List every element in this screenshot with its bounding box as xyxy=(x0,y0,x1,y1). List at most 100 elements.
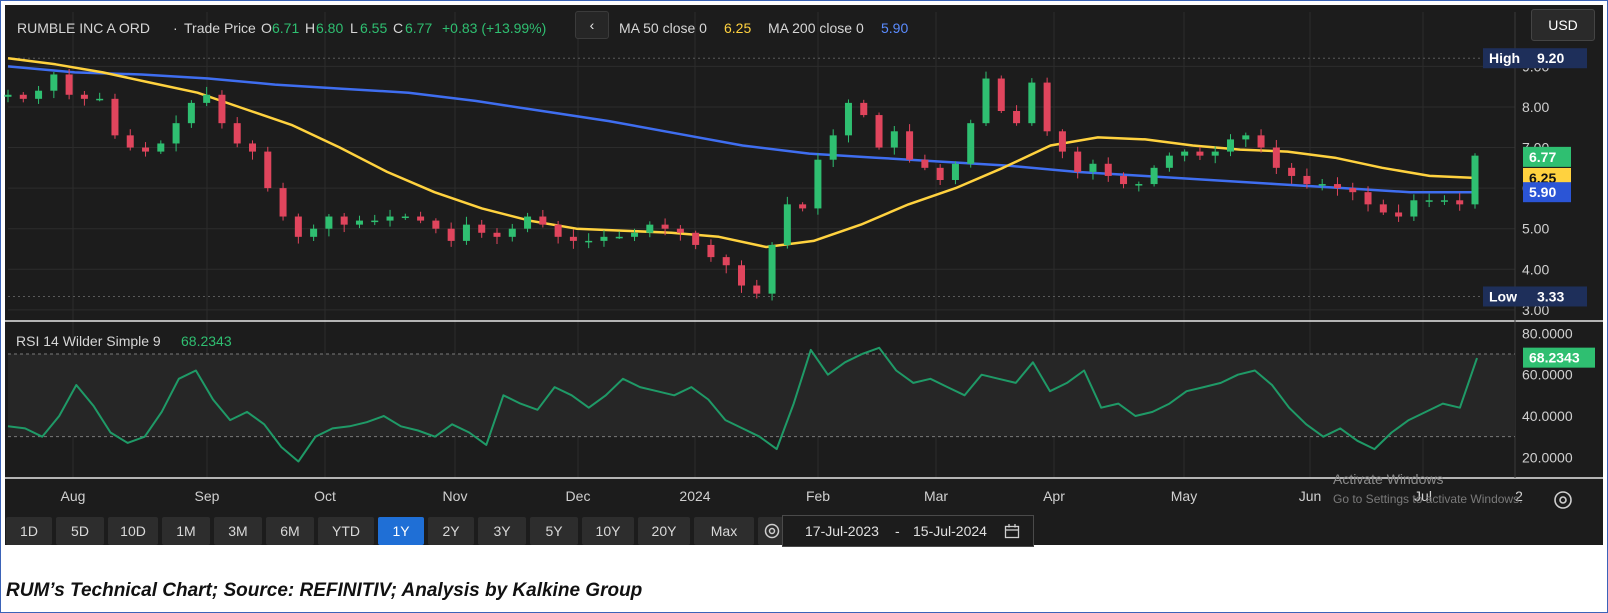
x-tick: Aug xyxy=(61,488,86,504)
candle-body xyxy=(585,240,593,243)
candle-body xyxy=(1074,151,1082,172)
x-tick: Jul xyxy=(1414,488,1432,504)
candle-body xyxy=(157,143,165,152)
candle-body xyxy=(478,224,486,233)
candle-body xyxy=(1333,184,1341,189)
candle-body xyxy=(172,123,180,144)
candle-body xyxy=(401,216,409,219)
gear-icon[interactable] xyxy=(1550,487,1576,513)
range-dash: - xyxy=(895,523,900,539)
calendar-icon xyxy=(1004,524,1020,539)
date-range-picker[interactable]: 17-Jul-2023 - 15-Jul-2024 xyxy=(782,515,1034,547)
candle-body xyxy=(203,94,211,103)
x-tick: Feb xyxy=(806,488,830,504)
candle-body xyxy=(325,216,333,229)
chevron-left-icon: ‹ xyxy=(589,17,595,33)
candle-body xyxy=(539,216,547,225)
timeframe-button[interactable]: 6M xyxy=(266,517,314,545)
candle-body xyxy=(447,228,455,241)
high-label-badge: High xyxy=(1489,50,1520,66)
x-tick: Oct xyxy=(314,488,336,504)
close-label: C xyxy=(393,20,404,36)
close-value: 6.77 xyxy=(405,20,433,36)
candle-body xyxy=(768,244,776,294)
collapse-legend-button[interactable]: ‹ xyxy=(575,11,609,39)
timeframe-button[interactable]: 5Y xyxy=(530,517,578,545)
candle-body xyxy=(982,78,990,124)
range-end: 15-Jul-2024 xyxy=(913,523,987,539)
candle-body xyxy=(753,285,761,294)
timeframe-button[interactable]: 1D xyxy=(6,517,52,545)
y-tick: 4.00 xyxy=(1522,261,1549,277)
candle-body xyxy=(1288,167,1296,176)
x-tick: Mar xyxy=(924,488,948,504)
timeframe-button[interactable]: 1Y xyxy=(378,517,424,545)
x-tick: Apr xyxy=(1043,488,1065,504)
candle-body xyxy=(661,224,669,229)
y-tick: 8.00 xyxy=(1522,99,1549,115)
timeframe-button[interactable]: Max xyxy=(694,517,754,545)
candle-body xyxy=(1257,135,1265,148)
x-tick: Sep xyxy=(195,488,220,504)
rsi-value: 68.2343 xyxy=(181,333,232,349)
y-tick: 5.00 xyxy=(1522,221,1549,237)
high-value-badge-bg xyxy=(1531,48,1587,69)
candle-body xyxy=(1456,200,1464,205)
timeframe-button[interactable]: 10D xyxy=(108,517,158,545)
timeframe-button[interactable]: 5D xyxy=(56,517,104,545)
candle-body xyxy=(1440,200,1448,202)
candle-body xyxy=(615,236,623,239)
rsi-band xyxy=(8,354,1515,437)
currency-selector[interactable]: USD xyxy=(1531,9,1595,41)
candle-body xyxy=(524,216,532,229)
timeframe-button[interactable]: YTD xyxy=(318,517,374,545)
watermark-subtitle: Go to Settings to activate Windows. xyxy=(1333,492,1523,506)
high-value: 6.80 xyxy=(316,20,344,36)
candle-body xyxy=(1303,175,1311,185)
figure-caption: RUM’s Technical Chart; Source: REFINITIV… xyxy=(6,580,643,601)
timeframe-button[interactable]: 2Y xyxy=(428,517,474,545)
candle-body xyxy=(1272,147,1280,168)
low-label-badge-bg xyxy=(1483,286,1531,307)
candle-body xyxy=(80,94,88,99)
candle-body xyxy=(126,135,134,148)
candle-body xyxy=(35,90,43,99)
candle-body xyxy=(738,265,745,286)
ma200-value: 5.90 xyxy=(881,20,909,36)
x-tick: 2 xyxy=(1515,488,1523,504)
candle-body xyxy=(1227,139,1234,152)
timeframe-button[interactable]: 20Y xyxy=(638,517,690,545)
low-value-badge-bg xyxy=(1531,286,1587,307)
rsi-badge-bg xyxy=(1523,347,1595,368)
timeframe-button[interactable]: 1M xyxy=(162,517,210,545)
candle-body xyxy=(417,216,425,221)
candle-body xyxy=(860,102,868,116)
candle-body xyxy=(340,216,348,225)
low-value: 6.55 xyxy=(360,20,388,36)
rsi-line xyxy=(7,346,1478,463)
timeframe-button[interactable]: 10Y xyxy=(582,517,634,545)
open-value: 6.71 xyxy=(272,20,300,36)
candle-body xyxy=(890,131,898,148)
low-label: L xyxy=(350,20,358,36)
candle-body xyxy=(50,74,58,91)
watermark-title: Activate Windows xyxy=(1333,471,1444,487)
chart-settings-button[interactable] xyxy=(758,517,786,545)
candle-body xyxy=(371,220,379,223)
price-type: Trade Price xyxy=(184,20,256,36)
low-label-badge: Low xyxy=(1489,288,1517,304)
gear-icon xyxy=(764,523,780,539)
timeframe-button[interactable]: 3Y xyxy=(478,517,526,545)
candle-body xyxy=(1242,135,1250,140)
candle-body xyxy=(1410,200,1418,217)
high-value-badge: 9.20 xyxy=(1537,50,1564,66)
timeframe-button[interactable]: 3M xyxy=(214,517,262,545)
x-tick: Jun xyxy=(1299,488,1322,504)
rsi-y-tick: 80.0000 xyxy=(1522,325,1573,341)
ma200-line xyxy=(7,65,1477,194)
candle-body xyxy=(1120,175,1128,185)
candle-body xyxy=(1471,155,1479,205)
candle-body xyxy=(936,167,944,180)
candle-body xyxy=(1425,200,1433,202)
header-separator: · xyxy=(173,20,178,36)
